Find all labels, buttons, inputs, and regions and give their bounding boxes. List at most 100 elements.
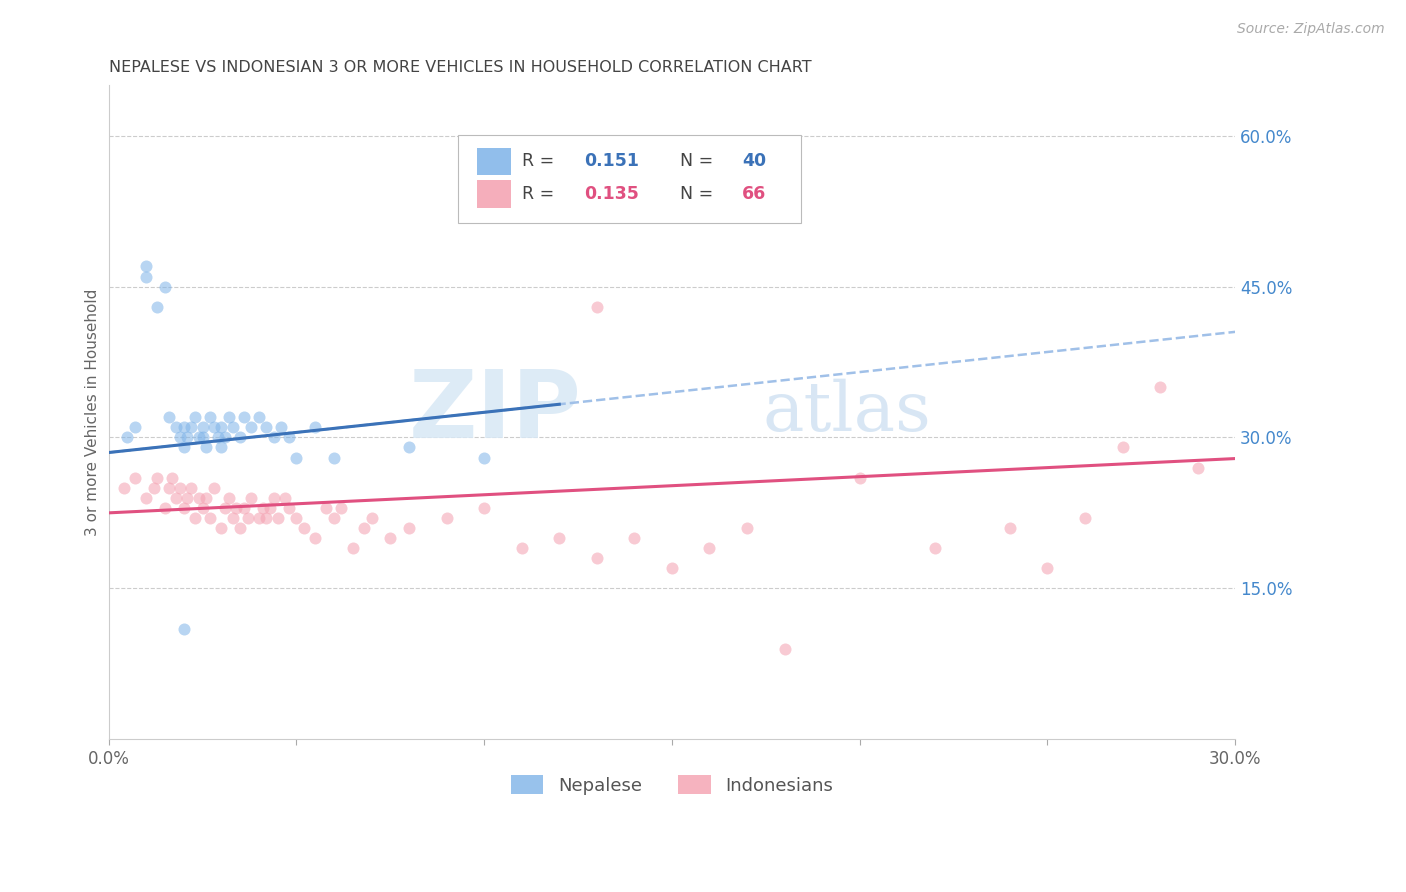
Point bbox=[153, 500, 176, 515]
Point bbox=[187, 491, 209, 505]
Text: 0.151: 0.151 bbox=[583, 153, 640, 170]
Point bbox=[277, 430, 299, 444]
Point bbox=[218, 491, 240, 505]
Point bbox=[165, 491, 187, 505]
Point bbox=[180, 420, 202, 434]
Point bbox=[191, 420, 214, 434]
Point bbox=[232, 500, 254, 515]
Point bbox=[209, 521, 232, 535]
Point bbox=[263, 491, 285, 505]
Point bbox=[191, 500, 214, 515]
Text: 66: 66 bbox=[742, 185, 766, 203]
Point bbox=[998, 521, 1021, 535]
Text: Source: ZipAtlas.com: Source: ZipAtlas.com bbox=[1237, 22, 1385, 37]
Point bbox=[274, 491, 297, 505]
Point bbox=[1149, 380, 1171, 394]
Text: N =: N = bbox=[681, 153, 718, 170]
Point bbox=[330, 500, 353, 515]
Point bbox=[176, 430, 198, 444]
Point bbox=[198, 410, 221, 425]
Point bbox=[232, 410, 254, 425]
Point bbox=[187, 430, 209, 444]
Point bbox=[146, 300, 169, 314]
Text: 0.135: 0.135 bbox=[583, 185, 638, 203]
Y-axis label: 3 or more Vehicles in Household: 3 or more Vehicles in Household bbox=[86, 289, 100, 536]
Point bbox=[285, 450, 308, 465]
Point bbox=[124, 470, 146, 484]
Point bbox=[304, 531, 326, 545]
Point bbox=[176, 491, 198, 505]
Text: R =: R = bbox=[522, 153, 560, 170]
Point bbox=[848, 470, 870, 484]
Point bbox=[472, 500, 495, 515]
Point bbox=[195, 491, 218, 505]
Point bbox=[398, 521, 420, 535]
Point bbox=[259, 500, 281, 515]
Point bbox=[117, 430, 139, 444]
Point bbox=[169, 481, 191, 495]
Point bbox=[254, 420, 277, 434]
Point bbox=[180, 481, 202, 495]
Point bbox=[585, 551, 607, 566]
Point bbox=[173, 420, 195, 434]
Point bbox=[184, 511, 207, 525]
Point bbox=[173, 500, 195, 515]
Point bbox=[124, 420, 146, 434]
Point bbox=[1187, 460, 1209, 475]
Point bbox=[169, 430, 191, 444]
Point bbox=[266, 511, 288, 525]
Text: atlas: atlas bbox=[762, 379, 931, 445]
Point bbox=[209, 420, 232, 434]
Point bbox=[153, 279, 176, 293]
Point bbox=[252, 500, 274, 515]
Point bbox=[165, 420, 187, 434]
Point bbox=[342, 541, 364, 555]
Point bbox=[360, 511, 382, 525]
Legend: Nepalese, Indonesians: Nepalese, Indonesians bbox=[503, 768, 841, 802]
Point bbox=[135, 260, 157, 274]
Point bbox=[184, 410, 207, 425]
Point bbox=[221, 511, 243, 525]
Point bbox=[304, 420, 326, 434]
Point bbox=[229, 521, 252, 535]
Point bbox=[277, 500, 299, 515]
Point bbox=[173, 622, 195, 636]
Text: ZIP: ZIP bbox=[409, 367, 582, 458]
Point bbox=[436, 511, 458, 525]
Point bbox=[195, 441, 218, 455]
Point bbox=[699, 541, 721, 555]
Point bbox=[240, 491, 263, 505]
Point bbox=[218, 410, 240, 425]
Point bbox=[202, 481, 225, 495]
Text: 40: 40 bbox=[742, 153, 766, 170]
Point bbox=[146, 470, 169, 484]
Point bbox=[585, 300, 607, 314]
Point bbox=[623, 531, 645, 545]
Point bbox=[1074, 511, 1097, 525]
Point bbox=[292, 521, 315, 535]
Point bbox=[353, 521, 375, 535]
Point bbox=[207, 430, 229, 444]
Bar bbox=[477, 147, 510, 175]
Point bbox=[191, 430, 214, 444]
Point bbox=[270, 420, 292, 434]
Point bbox=[135, 269, 157, 284]
Point bbox=[380, 531, 402, 545]
Point bbox=[1111, 441, 1133, 455]
Text: N =: N = bbox=[681, 185, 718, 203]
Point bbox=[214, 430, 236, 444]
Point bbox=[661, 561, 683, 575]
Point bbox=[240, 420, 263, 434]
Point bbox=[285, 511, 308, 525]
Point bbox=[198, 511, 221, 525]
Point bbox=[236, 511, 259, 525]
Point bbox=[472, 450, 495, 465]
Point bbox=[157, 410, 180, 425]
Point bbox=[254, 511, 277, 525]
Point bbox=[214, 500, 236, 515]
Point bbox=[173, 441, 195, 455]
Point bbox=[229, 430, 252, 444]
Point bbox=[773, 641, 796, 656]
Point bbox=[202, 420, 225, 434]
Point bbox=[323, 450, 346, 465]
